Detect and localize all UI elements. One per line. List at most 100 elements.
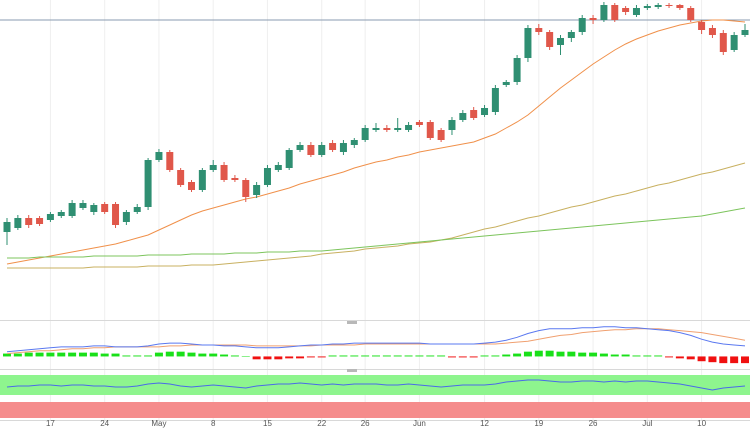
macd-histogram-bar [111, 353, 120, 357]
macd-histogram-bar [24, 352, 33, 357]
moving-average [6, 19, 746, 265]
candle-body [133, 207, 141, 212]
macd-histogram-bar [361, 355, 370, 357]
macd-histogram-bar [741, 356, 749, 364]
candle-body [741, 30, 749, 35]
macd-histogram-bar [404, 355, 413, 357]
macd-histogram-bar [122, 355, 131, 357]
macd-histogram-bar [632, 355, 641, 357]
macd-histogram-bar [198, 353, 207, 357]
candle-body [654, 5, 662, 7]
macd-histogram-bar [545, 350, 554, 357]
macd-histogram-bar [491, 355, 500, 357]
macd-histogram-bar [68, 352, 77, 357]
x-tick-label: 15 [263, 419, 272, 428]
macd-histogram-bar [513, 353, 522, 357]
macd-histogram-bar [458, 356, 467, 358]
candle-body [112, 204, 120, 225]
macd-histogram-bar [154, 352, 163, 357]
candle-body [155, 152, 163, 160]
candle-body [470, 110, 478, 118]
candle-body [263, 168, 271, 185]
x-tick-label: 10 [697, 419, 706, 428]
macd-line [6, 326, 746, 353]
candle-body [209, 165, 217, 170]
candle-body [513, 58, 521, 82]
macd-histogram-bar [437, 355, 446, 357]
candle-body [36, 218, 44, 224]
macd-histogram-bar [534, 350, 543, 357]
x-tick-label: Jun [413, 419, 426, 428]
macd-histogram-bar [220, 354, 229, 357]
candle-body [502, 82, 510, 85]
macd-histogram-bar [144, 355, 153, 357]
macd-histogram-bar [78, 352, 87, 357]
macd-histogram-bar [567, 351, 576, 357]
candle-body [188, 182, 195, 190]
candle-body [274, 165, 282, 170]
x-tick-label: 12 [480, 419, 489, 428]
macd-histogram-bar [317, 356, 326, 358]
x-tick-label: 26 [589, 419, 598, 428]
macd-histogram-bar [415, 355, 424, 357]
candle-body [708, 28, 716, 35]
rsi-line [6, 379, 746, 391]
moving-average [7, 162, 746, 269]
macd-histogram-bar [296, 356, 305, 359]
candle-body [698, 22, 706, 30]
macd-histogram-bar [708, 356, 717, 363]
candle-body [643, 6, 651, 8]
macd-histogram-bar [187, 352, 196, 357]
candle-body [524, 28, 532, 58]
candle-body [231, 178, 239, 180]
panel-handle[interactable] [347, 321, 357, 324]
macd-histogram-bar [350, 355, 359, 357]
candle-body [177, 170, 185, 185]
macd-histogram-bar [339, 355, 348, 357]
macd-histogram-bar [263, 356, 272, 360]
candle-body [578, 18, 586, 32]
candle-body [242, 180, 250, 197]
macd-histogram-bar [252, 356, 261, 360]
x-tick-label: 19 [534, 419, 543, 428]
macd-histogram-bar [13, 353, 22, 357]
candle-body [372, 128, 380, 130]
candle-body [546, 32, 554, 47]
candle-body [437, 130, 445, 140]
macd-histogram-bar [57, 352, 66, 357]
candle-body [144, 160, 152, 207]
candle-body [3, 222, 11, 232]
candle-body [665, 5, 673, 6]
macd-histogram-bar [100, 353, 109, 357]
macd-histogram-bar [665, 356, 674, 358]
macd-histogram-bar [643, 355, 652, 357]
overbought-band [0, 375, 750, 395]
candle-body [459, 113, 467, 120]
x-tick-label: 26 [361, 419, 370, 428]
candle-body [350, 140, 358, 145]
x-tick-label: May [151, 419, 166, 428]
candle-body [600, 5, 608, 20]
macd-histogram-bar [393, 355, 402, 357]
candle-body [329, 143, 337, 150]
macd-histogram-bar [686, 356, 695, 360]
macd-histogram-bar [176, 351, 185, 357]
candle-body [253, 185, 261, 195]
candle-body [361, 128, 369, 140]
macd-histogram-bar [209, 353, 218, 357]
candle-body [57, 212, 65, 216]
macd-histogram-bar [730, 356, 739, 364]
macd-histogram-bar [719, 356, 728, 364]
candle-body [481, 108, 489, 115]
candle-body [448, 120, 456, 130]
panel-handle[interactable] [347, 369, 357, 372]
macd-histogram-bar [382, 355, 391, 357]
macd-histogram-bar [46, 352, 55, 357]
candle-body [166, 152, 174, 170]
candle-body [589, 18, 597, 20]
candle-body [339, 143, 347, 152]
macd-histogram-bar [523, 351, 532, 357]
macd-histogram-bar [328, 355, 337, 357]
macd-histogram-bar [675, 356, 684, 359]
